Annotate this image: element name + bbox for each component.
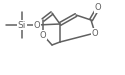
Text: Si: Si xyxy=(18,20,26,29)
Text: O: O xyxy=(34,20,40,29)
Text: O: O xyxy=(95,4,101,13)
Text: O: O xyxy=(40,31,46,40)
Text: O: O xyxy=(92,28,98,38)
